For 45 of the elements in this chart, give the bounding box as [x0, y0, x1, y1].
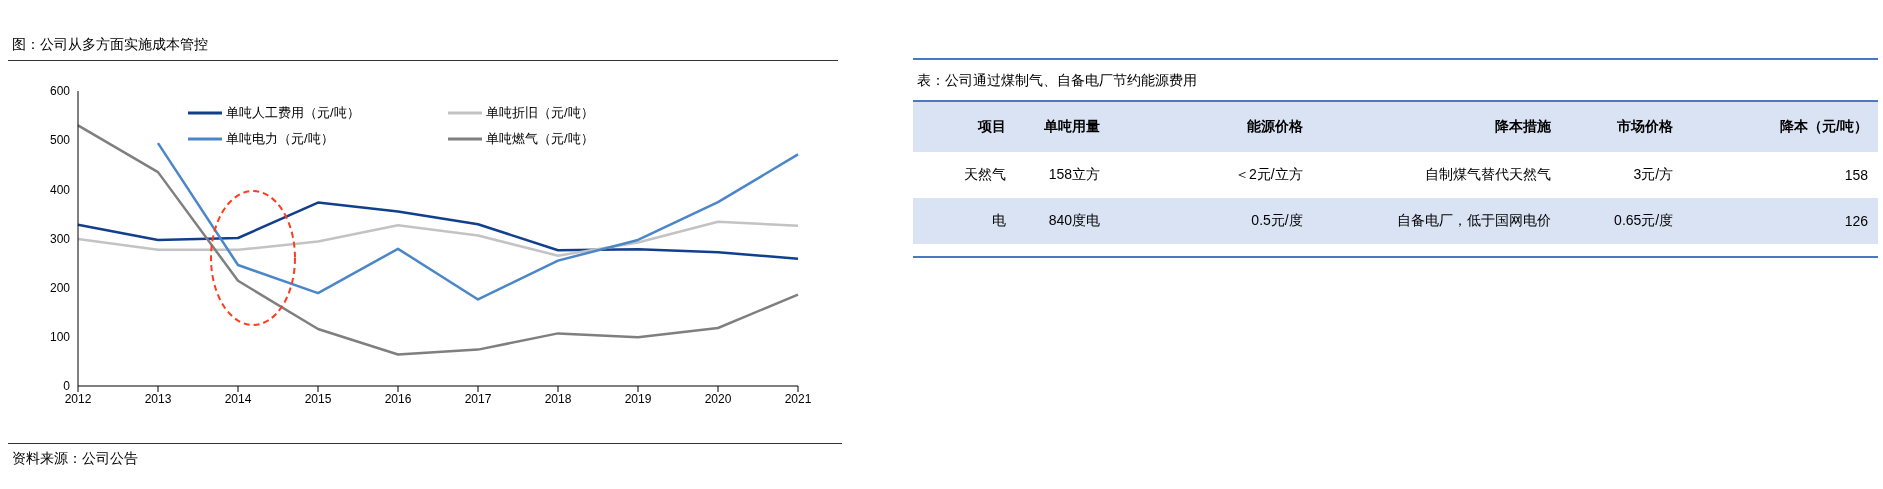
text: 表：公司通过煤制气、自备电厂节约能源费用 [913, 58, 1878, 100]
legend-label: 单吨燃气（元/吨） [486, 130, 594, 148]
x-tick-label: 2012 [64, 391, 92, 406]
category-label: 项目 [976, 117, 1007, 136]
text: 158 [1844, 167, 1868, 183]
legend-label: 单吨人工费用（元/吨） [226, 104, 360, 122]
text: 3元/方 [1633, 166, 1674, 182]
category-label: 降本措施 [1494, 117, 1553, 136]
y-tick-label: 200 [49, 280, 71, 295]
text: 840度电 [1048, 212, 1101, 228]
x-tick-label: 2018 [544, 391, 572, 406]
category-label: 降本（元/吨） [1779, 117, 1869, 136]
text: 0.65元/度 [1614, 212, 1674, 228]
text: 自备电厂，低于国网电价 [1397, 212, 1552, 228]
y-tick-label: 600 [49, 84, 71, 99]
x-tick-label: 2017 [464, 391, 492, 406]
y-tick-label: 400 [49, 182, 71, 197]
line-series [76, 220, 800, 257]
text: 0.5元/度 [1251, 212, 1303, 228]
text: 158立方 [1048, 166, 1101, 182]
text: 126 [1844, 213, 1868, 229]
x-tick-label: 2016 [384, 391, 412, 406]
line-series [76, 124, 800, 356]
category-label: 能源价格 [1245, 117, 1304, 136]
y-tick-label: 0 [63, 379, 71, 394]
x-tick-label: 2015 [304, 391, 332, 406]
x-tick-label: 2013 [144, 391, 172, 406]
y-tick-label: 500 [49, 133, 71, 148]
y-tick-label: 100 [49, 330, 71, 345]
text: 自制煤气替代天然气 [1425, 166, 1552, 182]
x-tick-label: 2019 [624, 391, 652, 406]
text: 资料来源：公司公告 [12, 450, 139, 468]
legend-label: 单吨电力（元/吨） [226, 130, 334, 148]
category-label: 市场价格 [1616, 117, 1675, 136]
x-tick-label: 2020 [704, 391, 732, 406]
text: ＜2元/立方 [1235, 166, 1303, 182]
category-label: 单吨用量 [1043, 117, 1102, 136]
x-tick-label: 2021 [784, 391, 812, 406]
x-tick-label: 2014 [224, 391, 252, 406]
text: 电 [991, 212, 1006, 228]
legend-label: 单吨折旧（元/吨） [486, 104, 594, 122]
text: 天然气 [963, 166, 1006, 182]
chart-title: 图：公司从多方面实施成本管控 [8, 8, 838, 61]
y-tick-label: 300 [49, 231, 71, 246]
line-series [76, 201, 800, 260]
